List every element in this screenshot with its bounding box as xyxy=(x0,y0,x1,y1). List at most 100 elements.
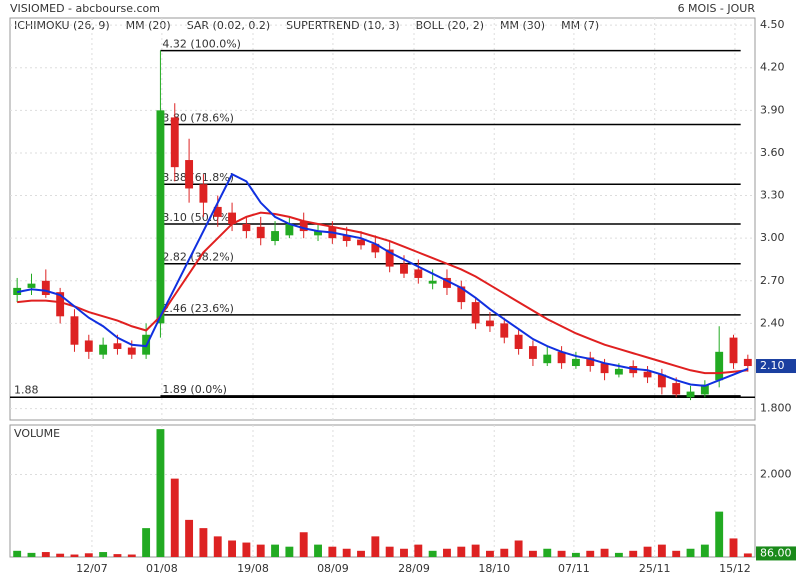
volume-bar xyxy=(271,544,279,557)
x-tick-label: 25/11 xyxy=(639,562,671,575)
volume-bar xyxy=(70,554,79,557)
candle-body xyxy=(84,340,93,352)
volume-bar xyxy=(199,528,208,557)
volume-bar xyxy=(700,544,709,557)
chart-title: VISIOMED - abcbourse.com xyxy=(10,2,160,15)
candle-body xyxy=(672,383,681,395)
volume-bar xyxy=(41,552,50,557)
volume-bar xyxy=(342,548,351,557)
volume-bar xyxy=(371,536,380,557)
candle-body xyxy=(113,343,122,349)
y-tick-label: 1.800 xyxy=(760,402,792,415)
fib-label: 3.10 (50.0%) xyxy=(162,211,234,224)
legend-entry: MM (20) xyxy=(126,19,171,32)
volume-bar xyxy=(113,554,122,557)
volume-bar xyxy=(27,552,36,557)
volume-bar xyxy=(600,548,609,557)
volume-bar xyxy=(185,519,194,557)
legend-entry: SUPERTREND (10, 3) xyxy=(286,19,400,32)
x-tick-label: 28/09 xyxy=(398,562,430,575)
y-tick-label: 3.60 xyxy=(760,146,785,159)
volume-bar xyxy=(400,548,408,557)
candle-body xyxy=(729,337,738,364)
candle-body xyxy=(471,302,480,324)
candle-body xyxy=(414,269,423,278)
candle-body xyxy=(271,231,279,242)
candle-body xyxy=(486,320,494,327)
volume-bar xyxy=(127,554,136,557)
volume-bar xyxy=(285,546,294,557)
candle-body xyxy=(285,223,294,236)
volume-bar xyxy=(571,552,580,557)
candle-body xyxy=(700,384,709,395)
candle-body xyxy=(41,280,50,295)
candle-body xyxy=(586,357,595,367)
fib-label: 1.89 (0.0%) xyxy=(162,383,227,396)
volume-bar xyxy=(428,550,437,557)
volume-bar xyxy=(743,553,752,557)
candle-body xyxy=(228,212,237,224)
candle-body xyxy=(199,184,208,203)
x-tick-label: 07/11 xyxy=(558,562,590,575)
candle-body xyxy=(185,160,194,189)
y-tick-label: 2.70 xyxy=(760,274,785,287)
candle-body xyxy=(242,223,251,232)
volume-bar xyxy=(357,550,365,557)
candle-body xyxy=(500,323,509,338)
y-tick-label: 4.20 xyxy=(760,61,785,74)
last-volume-box xyxy=(756,546,796,561)
candle-body xyxy=(357,239,365,246)
x-tick-label: 12/07 xyxy=(76,562,108,575)
volume-bar xyxy=(13,550,22,557)
y-tick-label: 3.00 xyxy=(760,231,785,244)
legend-entry: BOLL (20, 2) xyxy=(416,19,484,32)
volume-bar xyxy=(385,546,394,557)
candle-body xyxy=(314,231,322,236)
ma-line xyxy=(17,211,748,375)
volume-bar xyxy=(500,548,509,557)
volume-bar xyxy=(729,538,738,557)
candle-body xyxy=(571,358,580,367)
candle-body xyxy=(371,243,380,253)
last-price-label: 2.10 xyxy=(760,359,785,372)
candle-body xyxy=(643,371,652,378)
candle-body xyxy=(428,280,437,284)
candle-body xyxy=(56,292,65,317)
volume-bar xyxy=(657,544,666,557)
candle-body xyxy=(600,363,609,374)
period: 6 MOIS - JOUR xyxy=(678,2,756,15)
candle-body xyxy=(557,351,566,364)
x-tick-label: 08/09 xyxy=(317,562,349,575)
candle-body xyxy=(543,354,552,364)
candle-body xyxy=(528,346,537,359)
volume-bar xyxy=(486,550,494,557)
volume-bar xyxy=(586,550,595,557)
fib-label: 4.32 (100.0%) xyxy=(162,38,241,51)
volume-bar xyxy=(471,544,480,557)
volume-bar xyxy=(543,548,552,557)
ma-line xyxy=(16,172,749,387)
volume-bar xyxy=(514,540,523,557)
volume-bar xyxy=(99,552,108,557)
legend-entry: SAR (0.02, 0.2) xyxy=(187,19,270,32)
candle-body xyxy=(385,249,394,267)
volume-bar xyxy=(414,544,423,557)
volume-bar xyxy=(328,546,337,557)
candle-body xyxy=(299,221,308,232)
candle-body xyxy=(657,374,666,388)
candle-body xyxy=(170,117,179,168)
volume-bar xyxy=(557,550,566,557)
candle-body xyxy=(743,358,752,367)
volume-panel xyxy=(9,424,756,558)
volume-bar xyxy=(672,550,681,557)
volume-bar xyxy=(256,544,265,557)
candle-body xyxy=(400,263,408,274)
volume-bar xyxy=(142,528,151,557)
volume-bar xyxy=(213,536,222,557)
last-price-box xyxy=(756,359,796,374)
volume-bar xyxy=(84,553,93,557)
candle-body xyxy=(156,110,165,324)
y-tick-label: 3.30 xyxy=(760,189,785,202)
candle-body xyxy=(70,316,79,345)
